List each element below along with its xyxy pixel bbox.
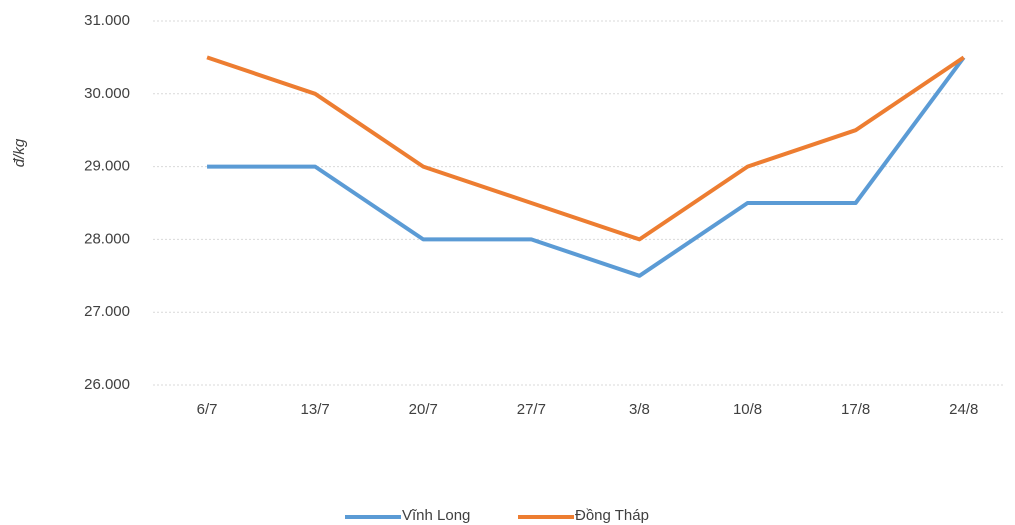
line-series (207, 56, 966, 278)
y-axis-label: đ/kg (11, 138, 28, 167)
x-tick-label: 10/8 (733, 401, 762, 418)
x-tick-label: 6/7 (197, 401, 218, 418)
x-tick-label: 13/7 (301, 401, 330, 418)
line-series (206, 55, 965, 242)
y-tick-label: 28.000 (84, 230, 130, 247)
x-tick-label: 3/8 (629, 401, 650, 418)
x-tick-label: 17/8 (841, 401, 870, 418)
legend-label: Đồng Tháp (575, 507, 649, 524)
x-tick-label: 27/7 (517, 401, 546, 418)
y-tick-label: 29.000 (84, 158, 130, 175)
y-tick-label: 30.000 (84, 85, 130, 102)
y-tick-label: 31.000 (84, 12, 130, 29)
legend-label: Vĩnh Long (402, 507, 470, 524)
x-tick-label: 24/8 (949, 401, 978, 418)
y-tick-label: 27.000 (84, 303, 130, 320)
y-tick-label: 26.000 (84, 376, 130, 393)
x-tick-label: 20/7 (409, 401, 438, 418)
